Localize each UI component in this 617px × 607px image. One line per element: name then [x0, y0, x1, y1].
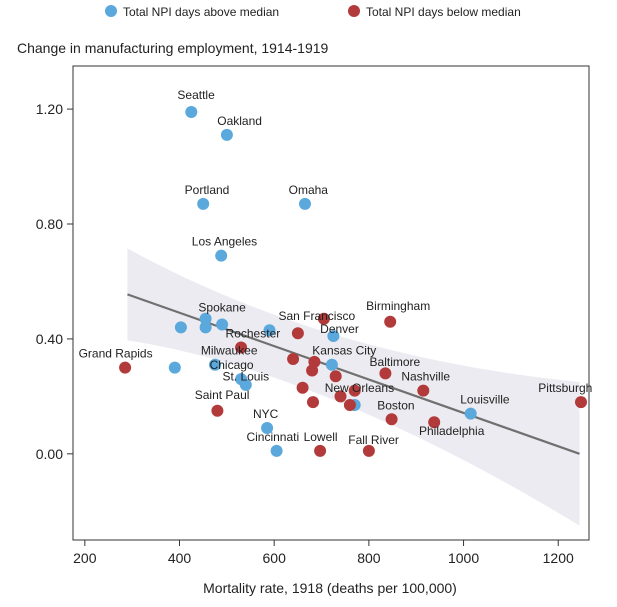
city-label-lowell: Lowell: [304, 430, 338, 444]
point-above-8: [199, 321, 212, 334]
city-label-seattle: Seattle: [177, 88, 215, 102]
y-tick-label-3: 1.20: [36, 101, 63, 117]
x-tick-label-1000: 1000: [448, 550, 479, 566]
city-label-birmingham: Birmingham: [366, 299, 430, 313]
point-above-3: [299, 197, 311, 210]
city-label-omaha: Omaha: [289, 183, 329, 197]
point-above-19: [270, 444, 283, 457]
city-label-new-orleans: New Orleans: [325, 381, 394, 395]
x-axis-label: Mortality rate, 1918 (deaths per 100,000…: [203, 580, 457, 596]
legend-label-below: Total NPI days below median: [366, 5, 521, 19]
data-points: [119, 106, 587, 457]
point-below-12: [348, 384, 361, 397]
city-label-rochester: Rochester: [226, 327, 281, 341]
point-above-4: [215, 249, 228, 262]
point-below-8: [379, 367, 392, 380]
point-below-4: [235, 341, 248, 354]
point-above-18: [261, 422, 274, 434]
x-tick-label-400: 400: [168, 550, 192, 566]
point-below-20: [314, 444, 327, 457]
city-label-baltimore: Baltimore: [370, 355, 421, 369]
city-label-nashville: Nashville: [401, 370, 450, 384]
point-above-17: [464, 407, 477, 420]
city-label-denver: Denver: [320, 322, 359, 336]
point-below-1: [317, 312, 330, 325]
city-label-boston: Boston: [377, 398, 414, 412]
point-below-2: [384, 315, 397, 328]
point-below-9: [329, 370, 342, 383]
point-below-10: [417, 384, 430, 397]
x-tick-label-800: 800: [357, 550, 381, 566]
point-above-12: [209, 358, 221, 371]
x-tick-label-1200: 1200: [543, 550, 574, 566]
point-above-11: [168, 361, 181, 374]
axes: 200 400 600 800 1000 1200 0.00 0.40 0.80 1.20: [36, 101, 574, 566]
city-label-st-louis: St. Louis: [222, 370, 269, 384]
point-below-16: [575, 396, 587, 409]
legend: Total NPI days above median Total NPI day…: [105, 5, 521, 19]
point-above-7: [216, 318, 229, 331]
city-label-grand-rapids: Grand Rapids: [79, 347, 153, 361]
plot-frame: [72, 65, 590, 541]
city-label-kansas-city: Kansas City: [312, 344, 376, 358]
city-label-milwaukee: Milwaukee: [201, 344, 258, 358]
point-below-18: [385, 413, 398, 426]
point-above-2: [197, 197, 210, 210]
city-label-philadelphia: Philadelphia: [419, 424, 485, 438]
city-label-san-francisco: San Francisco: [278, 309, 355, 323]
point-below-0: [119, 361, 132, 374]
legend-marker-below: [348, 5, 360, 17]
city-label-spokane: Spokane: [198, 301, 246, 315]
point-below-15: [343, 399, 356, 411]
legend-label-above: Total NPI days above median: [123, 5, 279, 19]
point-above-0: [185, 106, 198, 118]
point-below-7: [306, 364, 319, 377]
legend-marker-above: [105, 5, 117, 17]
point-below-14: [307, 396, 319, 409]
city-label-fall-river: Fall River: [348, 433, 399, 447]
y-tick-label-0: 0.00: [36, 446, 63, 462]
city-label-portland: Portland: [185, 183, 230, 197]
point-above-1: [220, 128, 233, 141]
point-above-10: [327, 330, 340, 342]
city-label-los-angeles: Los Angeles: [192, 235, 257, 249]
point-below-11: [296, 381, 309, 394]
y-tick-label-1: 0.40: [36, 331, 63, 347]
point-below-19: [428, 416, 441, 429]
city-label-pittsburgh: Pittsburgh: [538, 381, 592, 395]
city-label-oakland: Oakland: [217, 114, 262, 128]
point-above-9: [263, 324, 276, 337]
point-above-15: [239, 378, 252, 391]
point-below-5: [287, 353, 300, 365]
city-label-saint-paul: Saint Paul: [195, 388, 250, 402]
point-below-21: [362, 444, 375, 457]
point-above-13: [325, 358, 338, 371]
y-tick-label-2: 0.80: [36, 216, 63, 232]
chart-title: Change in manufacturing employment, 1914…: [17, 40, 329, 56]
point-above-5: [174, 321, 187, 334]
point-above-6: [199, 312, 212, 325]
city-label-cincinnati: Cincinnati: [246, 430, 299, 444]
city-label-chicago: Chicago: [210, 358, 254, 372]
city-label-nyc: NYC: [253, 407, 279, 421]
point-below-13: [334, 390, 347, 403]
point-below-17: [211, 404, 224, 417]
x-tick-label-200: 200: [73, 550, 97, 566]
city-label-louisville: Louisville: [460, 393, 510, 407]
point-below-3: [291, 327, 304, 340]
x-tick-label-600: 600: [263, 550, 287, 566]
